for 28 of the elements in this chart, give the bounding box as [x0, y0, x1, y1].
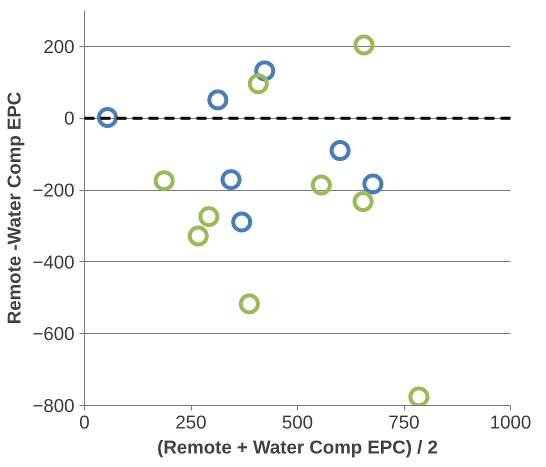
x-tick-label: 250	[175, 412, 207, 432]
point	[352, 191, 374, 212]
point	[207, 89, 228, 110]
point	[362, 173, 384, 194]
y-tick-label: 0	[64, 108, 75, 129]
point	[154, 170, 175, 192]
x-tick-label: 0	[79, 412, 90, 432]
point	[220, 169, 242, 190]
y-tick-label: −600	[32, 323, 75, 344]
x-tick-label: 750	[388, 412, 420, 432]
point	[310, 174, 332, 196]
point	[188, 226, 209, 246]
point	[408, 386, 430, 406]
y-tick-label: −200	[32, 180, 75, 201]
point	[248, 73, 269, 94]
point	[198, 206, 220, 228]
point	[97, 107, 118, 128]
x-tick-label: 1000	[490, 412, 532, 432]
y-axis-title: Remote -Water Comp EPC	[3, 92, 24, 324]
y-tick-label: 200	[43, 36, 75, 57]
point	[231, 212, 252, 232]
point	[330, 140, 351, 162]
y-tick-label: −400	[32, 251, 75, 272]
point	[238, 293, 260, 314]
x-axis-title: (Remote + Water Comp EPC) / 2	[157, 436, 438, 458]
x-tick-label: 500	[282, 412, 314, 432]
y-tick-label: −800	[32, 395, 75, 416]
point	[353, 34, 374, 56]
